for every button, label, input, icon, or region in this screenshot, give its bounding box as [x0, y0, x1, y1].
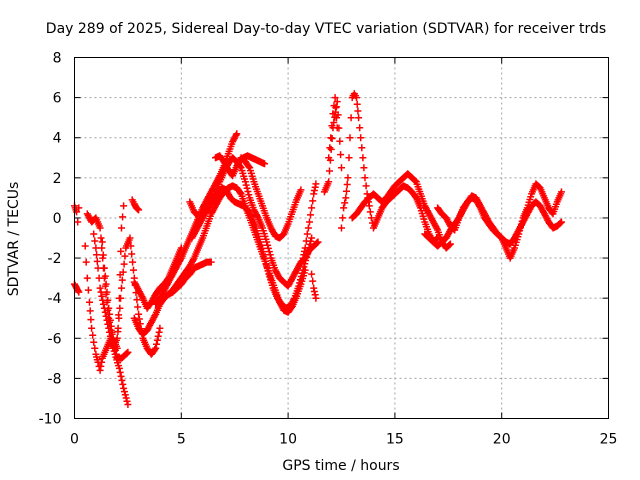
series-markers [308, 270, 320, 302]
y-tick-label: -8 [48, 371, 62, 387]
series-markers [338, 90, 442, 246]
x-tick-label: 10 [279, 432, 297, 448]
series-track-w [434, 180, 565, 262]
series-track-t [338, 90, 442, 246]
grid [74, 57, 609, 419]
series-markers [98, 202, 128, 352]
series-markers [81, 242, 132, 408]
series-track-d [81, 242, 132, 408]
y-tick-label: -4 [48, 291, 62, 307]
series-track-g [128, 196, 143, 214]
y-tick-label: 0 [53, 211, 62, 227]
y-tick-label: -2 [48, 251, 62, 267]
series-markers [348, 170, 454, 252]
series-markers [186, 154, 322, 290]
series-track-u [348, 170, 454, 252]
x-tick-label: 5 [177, 432, 186, 448]
y-tick-label: 6 [53, 91, 62, 107]
series-markers [128, 196, 143, 214]
y-tick-label: 8 [53, 51, 62, 67]
series-markers [299, 180, 320, 262]
y-tick-label: -10 [39, 412, 62, 428]
x-tick-label: 25 [600, 432, 618, 448]
series-track-m [186, 154, 322, 290]
x-tick-label: 15 [386, 432, 404, 448]
series-track-s [325, 94, 341, 162]
series-markers [434, 180, 565, 262]
data-series [71, 90, 565, 408]
x-axis-label: GPS time / hours [282, 458, 399, 474]
chart-title: Day 289 of 2025, Sidereal Day-to-day VTE… [46, 21, 606, 37]
y-axis-label: SDTVAR / TECUs [6, 182, 22, 297]
tick-labels: 0 5 10 15 20 25 -10 -8 -6 -4 -2 0 2 4 6 8 [39, 51, 618, 448]
y-tick-label: 4 [53, 131, 62, 147]
series-markers [239, 152, 269, 168]
series-track-o [239, 152, 269, 168]
series-track-p [299, 180, 320, 262]
series-markers [325, 94, 341, 162]
series-track-f [98, 202, 128, 352]
x-tick-label: 0 [70, 432, 79, 448]
y-tick-label: -6 [48, 331, 62, 347]
x-tick-label: 20 [493, 432, 511, 448]
y-tick-label: 2 [53, 171, 62, 187]
series-track-q [308, 270, 320, 302]
plot-frame [74, 57, 609, 419]
